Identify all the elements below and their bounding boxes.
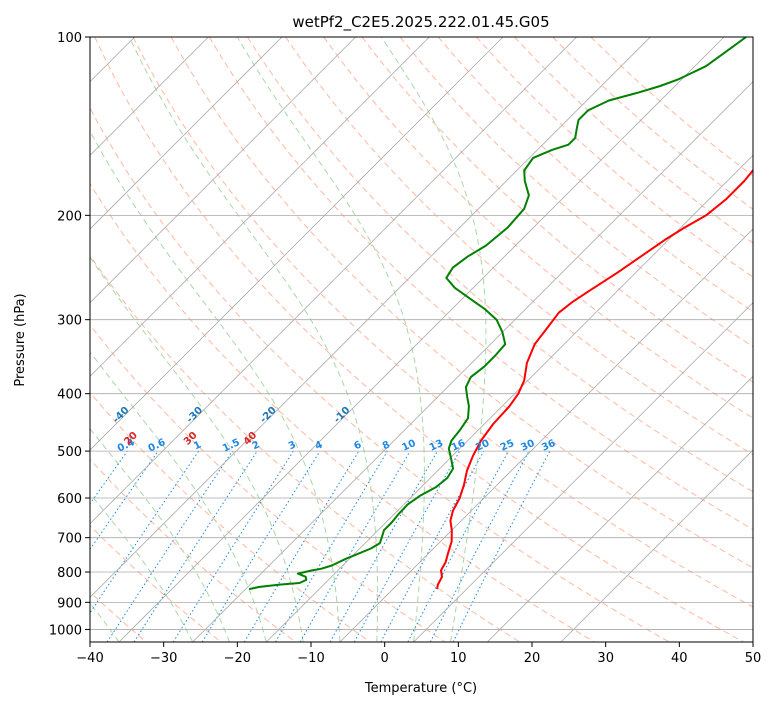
dry-adiabat-line [90,391,371,642]
mixing-ratio-label: 30 [519,438,536,454]
y-tick-label: 200 [57,209,82,224]
y-axis-ticks: 100 200 300 400 500 600 700 800 900 1000 [49,31,90,638]
mixing-ratio-label: 4 [313,439,324,452]
isotherm-line [90,37,504,451]
mixing-ratio-label: 3 [287,439,298,452]
sounding-profiles [248,37,753,591]
isotherm-line [90,37,209,156]
mixing-ratio-label: 10 [400,438,417,454]
y-axis-label: Pressure (hPa) [13,293,28,386]
isotherm-line [339,228,753,642]
x-tick-label: 10 [450,651,467,666]
dry-adiabat-line [90,182,595,642]
x-tick-label: 40 [671,651,688,666]
mixing-ratio-label: 8 [381,439,392,452]
mixing-ratio-label: 6 [352,439,363,452]
isotherm-line [487,375,753,642]
plot-frame [89,36,754,643]
y-tick-label: 900 [57,596,82,611]
mixing-ratio-label: 1 [192,439,203,452]
x-tick-label: −40 [76,651,103,666]
y-tick-label: 700 [57,532,82,547]
dry-adiabat-line [246,37,753,493]
isobars [90,37,753,630]
mixing-ratio-label: 2 [251,439,262,452]
moist-adiabat-line [128,37,379,642]
y-tick-label: 400 [57,388,82,403]
x-tick-label: 0 [381,651,389,666]
isotherm-line [90,37,577,525]
isotherms [90,37,753,642]
moist-adiabat-line [90,427,230,642]
dry-adiabat-line [90,254,520,642]
y-tick-label: 300 [57,314,82,329]
x-tick-label: −30 [150,651,177,666]
x-tick-label: −20 [224,651,251,666]
mixing-ratio-line [353,450,461,642]
isotherm-line [90,37,356,304]
chart-title: wetPf2_C2E5.2025.222.01.45.G05 [292,13,549,32]
mixing-ratio-lines [90,450,551,642]
dry-adiabat-line [90,458,296,642]
isotherm-line [118,37,725,642]
dry-adiabat-line [437,37,753,313]
x-tick-label: 30 [597,651,614,666]
y-tick-label: 600 [57,492,82,507]
moist-adiabat-line [90,130,341,642]
isotherm-line [192,81,753,642]
isotherm-line [266,154,753,642]
x-tick-label: 50 [745,651,762,666]
x-axis-ticks: −40 −30 −20 −10 0 10 20 30 40 50 [76,642,761,666]
dry-adiabat-line [132,37,753,608]
y-tick-label: 500 [57,445,82,460]
moist-adiabat-line [90,351,267,642]
isotherm-line [90,37,430,377]
mixing-ratio-line [452,450,551,642]
isotherm-line [413,302,753,642]
moist-adiabat-line [90,256,304,642]
isotherm-line [560,449,753,642]
isotherm-line [90,37,283,230]
moist-adiabats [90,37,487,642]
x-tick-label: −10 [297,651,324,666]
mixing-ratio-label: 20 [474,438,491,454]
isotherm-line [90,37,651,598]
mixing-ratio-line [133,450,258,642]
x-tick-label: 20 [524,651,541,666]
dewpoint-profile-line [248,37,747,591]
mixing-ratio-line [329,450,438,642]
mixing-ratio-line [90,450,200,614]
y-tick-label: 1000 [49,623,82,638]
dry-adiabat-line [90,106,670,642]
moist-adiabat-line [236,37,425,642]
dry-adiabat-line [90,524,222,642]
mixing-ratio-label: 36 [540,438,557,454]
moist-adiabat-line [380,37,487,642]
mixing-ratio-line [201,450,321,642]
temperature-profile-line [436,168,753,590]
dry-adiabat-line [285,37,753,456]
mixing-ratio-label: 16 [450,438,467,454]
x-axis-label: Temperature (°C) [364,681,477,696]
y-tick-label: 100 [57,31,82,46]
y-tick-label: 800 [57,566,82,581]
mixing-ratio-label: 25 [499,438,516,454]
mixing-ratio-line [380,450,485,642]
mixing-ratio-label: 13 [428,438,445,454]
mixing-ratio-line [106,450,233,642]
dry-adiabat-line [170,37,753,569]
